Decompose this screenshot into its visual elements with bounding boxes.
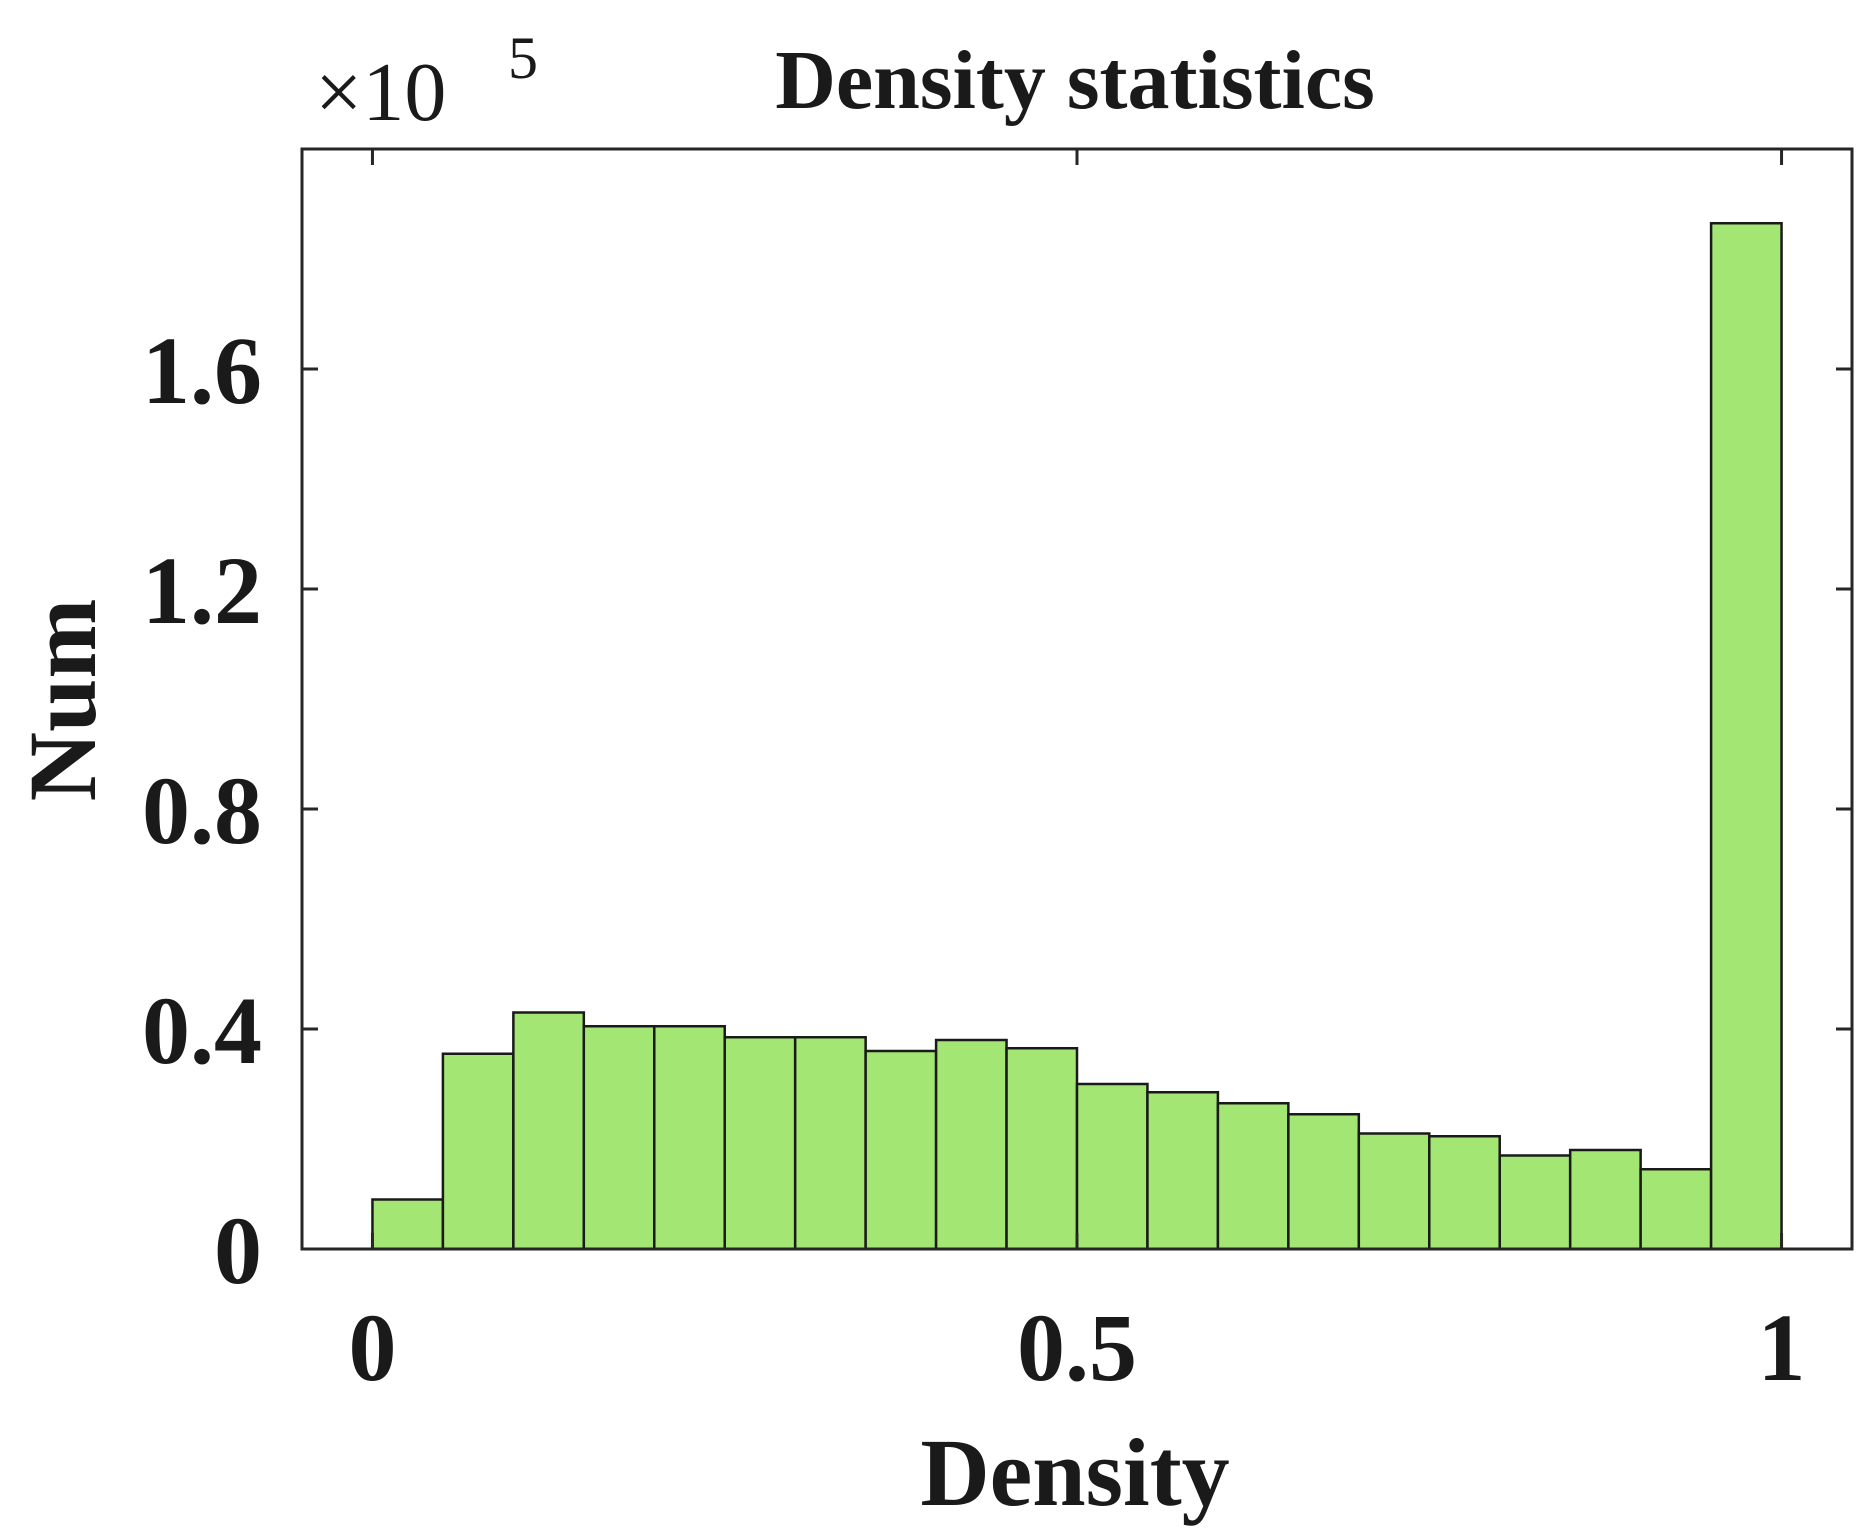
y-tick-label: 1.6: [142, 317, 262, 424]
bars-layer: [371, 222, 1783, 1251]
histogram-bar: [934, 1038, 1008, 1251]
histogram-bar: [512, 1011, 586, 1251]
histogram-bar: [1146, 1091, 1220, 1251]
histogram-bar: [1357, 1132, 1431, 1251]
x-tick-label: 0: [348, 1294, 396, 1401]
y-tick-label: 1.2: [142, 537, 262, 644]
histogram-bar: [1075, 1082, 1149, 1251]
y-exponent-label: ×10 5: [315, 25, 538, 139]
ticks-layer: 0 0.5 1 0 0.4 0.8 1.2 1.6: [142, 149, 1852, 1401]
histogram-bar: [653, 1025, 726, 1251]
y-tick-label: 0.8: [142, 757, 262, 864]
x-axis-label: Density: [920, 1419, 1229, 1526]
x-tick-label: 0.5: [1017, 1294, 1137, 1401]
histogram-bar: [1709, 222, 1783, 1251]
y-exponent-base: ×10: [315, 46, 446, 139]
x-tick-label: 1: [1758, 1294, 1806, 1401]
histogram-bar: [1568, 1148, 1642, 1251]
chart-title: Density statistics: [775, 34, 1375, 127]
y-tick-label: 0: [214, 1197, 262, 1304]
histogram-bar: [371, 1198, 445, 1251]
y-axis-label: Num: [9, 599, 116, 802]
histogram-bar: [793, 1036, 867, 1251]
histogram-bar: [1005, 1047, 1079, 1251]
histogram-bar: [1287, 1113, 1361, 1251]
histogram-bar: [582, 1025, 656, 1251]
histogram-bar: [723, 1036, 797, 1251]
y-tick-label: 0.4: [142, 977, 262, 1084]
histogram-bar: [1639, 1168, 1713, 1251]
histogram-bar: [441, 1052, 515, 1251]
histogram-bar: [1216, 1102, 1290, 1251]
y-exponent-power: 5: [508, 25, 538, 91]
histogram-bar: [1428, 1135, 1501, 1251]
histogram-bar: [864, 1049, 938, 1251]
histogram-bar: [1498, 1154, 1572, 1251]
